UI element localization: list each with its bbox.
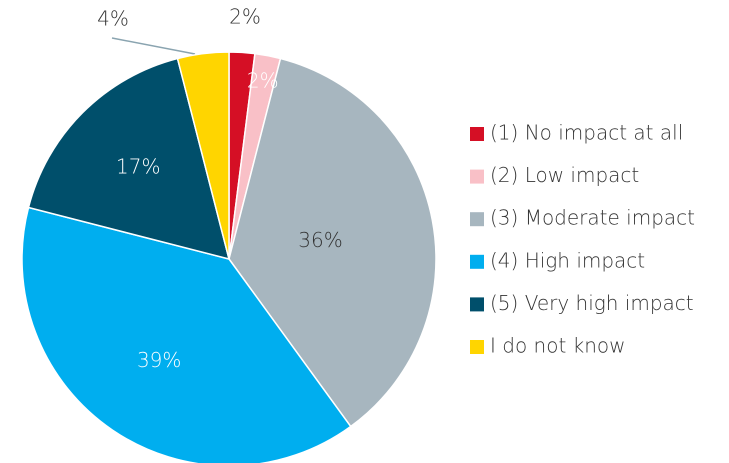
legend-swatch	[470, 297, 484, 312]
data-label: 17%	[116, 155, 160, 179]
legend-label: (1) No impact at all	[490, 121, 683, 145]
legend-swatch	[470, 254, 484, 269]
legend-label: (4) High impact	[490, 248, 645, 272]
data-label: 2%	[247, 69, 279, 93]
pie-slice	[27, 57, 231, 261]
data-label: 39%	[137, 348, 181, 372]
pie-slice	[21, 206, 352, 463]
data-label: 2%	[229, 5, 261, 29]
legend-label: (3) Moderate impact	[490, 206, 695, 230]
legend-label: I do not know	[490, 334, 626, 358]
data-label: 36%	[298, 228, 342, 252]
legend-label: (5) Very high impact	[490, 291, 694, 315]
legend-swatch	[470, 212, 484, 227]
pie-slice	[228, 57, 437, 428]
legend-swatch	[470, 127, 484, 141]
legend-swatch	[470, 169, 484, 184]
leader-line	[111, 37, 196, 55]
legend-swatch	[470, 340, 484, 354]
data-label: 4%	[97, 7, 129, 31]
pie-slice	[176, 51, 230, 260]
legend-label: (2) Low impact	[490, 163, 639, 187]
